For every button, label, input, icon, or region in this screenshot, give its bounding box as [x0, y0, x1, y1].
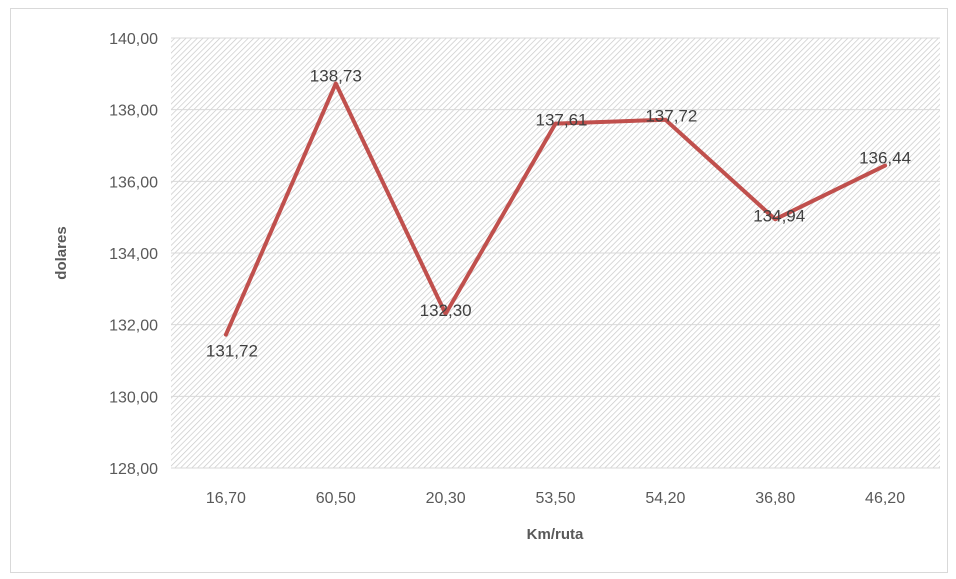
y-axis-ticks: 128,00 130,00 132,00 134,00 136,00 138,00 140,… — [109, 31, 158, 478]
line-chart: 128,00 130,00 132,00 134,00 136,00 138,00 140,… — [53, 31, 940, 543]
y-axis-title: dolares — [53, 226, 70, 279]
chart-frame: 128,00 130,00 132,00 134,00 136,00 138,00 140,… — [10, 8, 948, 573]
gridlines — [171, 37, 940, 469]
x-tick-label: 16,70 — [206, 490, 246, 507]
y-tick-label: 132,00 — [109, 318, 158, 335]
data-label: 132,30 — [420, 301, 472, 320]
data-label: 138,73 — [310, 67, 362, 86]
x-tick-label: 60,50 — [316, 490, 356, 507]
y-tick-label: 138,00 — [109, 103, 158, 120]
y-tick-label: 128,00 — [109, 461, 158, 478]
data-label: 137,61 — [536, 111, 588, 130]
y-tick-label: 136,00 — [109, 174, 158, 191]
series-group — [223, 81, 888, 337]
x-tick-label: 20,30 — [426, 490, 466, 507]
data-label: 137,72 — [645, 107, 697, 126]
data-labels: 131,72 138,73 132,30 137,61 137,72 134,94 136,… — [206, 67, 911, 361]
data-label: 131,72 — [206, 342, 258, 361]
y-tick-label: 134,00 — [109, 246, 158, 263]
x-tick-label: 46,20 — [865, 490, 905, 507]
x-axis-ticks: 16,70 60,50 20,30 53,50 54,20 36,80 46,20 — [206, 490, 905, 507]
data-label: 134,94 — [753, 206, 805, 225]
y-tick-label: 130,00 — [109, 389, 158, 406]
x-tick-label: 54,20 — [645, 490, 685, 507]
x-axis-title: Km/ruta — [527, 526, 584, 543]
x-tick-label: 36,80 — [755, 490, 795, 507]
y-tick-label: 140,00 — [109, 31, 158, 48]
series-line — [223, 81, 888, 337]
x-tick-label: 53,50 — [535, 490, 575, 507]
data-label: 136,44 — [859, 149, 911, 168]
